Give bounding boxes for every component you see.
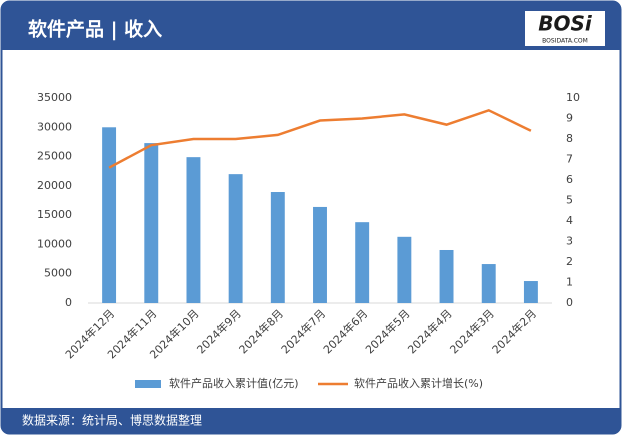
bar xyxy=(481,264,496,303)
y-tick-label: 5000 xyxy=(44,267,72,280)
legend-label: 软件产品收入累计增长(%) xyxy=(354,376,483,390)
y2-tick-label: 0 xyxy=(566,296,573,309)
y2-tick-label: 3 xyxy=(566,235,573,248)
y2-tick-label: 8 xyxy=(566,132,573,145)
y2-tick-label: 5 xyxy=(566,194,573,207)
bar xyxy=(397,236,412,303)
y-tick-label: 10000 xyxy=(37,237,72,250)
footer-band xyxy=(2,408,620,433)
legend-label: 软件产品收入累计值(亿元) xyxy=(169,376,299,390)
y2-tick-label: 6 xyxy=(566,173,573,186)
source-note: 数据来源：统计局、博思数据整理 xyxy=(22,413,202,428)
header-band xyxy=(2,2,620,50)
bar xyxy=(439,249,454,303)
y-tick-label: 35000 xyxy=(37,91,72,104)
bar xyxy=(102,127,117,304)
y2-tick-label: 10 xyxy=(566,91,580,104)
bar xyxy=(523,281,538,303)
logo-name: BOSi xyxy=(538,12,593,36)
chart-title: 软件产品 | 收入 xyxy=(28,18,162,41)
y-tick-label: 15000 xyxy=(37,208,72,221)
bar xyxy=(144,143,159,303)
y-tick-label: 25000 xyxy=(37,150,72,163)
bar xyxy=(313,206,327,303)
y2-tick-label: 1 xyxy=(566,276,573,289)
y-tick-label: 0 xyxy=(65,296,72,309)
y-tick-label: 20000 xyxy=(37,179,72,192)
logo-site: BOSIDATA.COM xyxy=(542,38,588,45)
legend-swatch xyxy=(135,380,161,388)
bar xyxy=(228,174,243,303)
bar xyxy=(186,157,201,303)
logo-box xyxy=(525,11,605,46)
y2-tick-label: 9 xyxy=(566,112,573,125)
bar xyxy=(355,222,370,303)
y-tick-label: 30000 xyxy=(37,120,72,133)
y2-tick-label: 7 xyxy=(566,153,573,166)
y2-tick-label: 2 xyxy=(566,255,573,268)
y2-tick-label: 4 xyxy=(566,214,573,227)
bar xyxy=(270,192,285,303)
line xyxy=(108,108,532,169)
